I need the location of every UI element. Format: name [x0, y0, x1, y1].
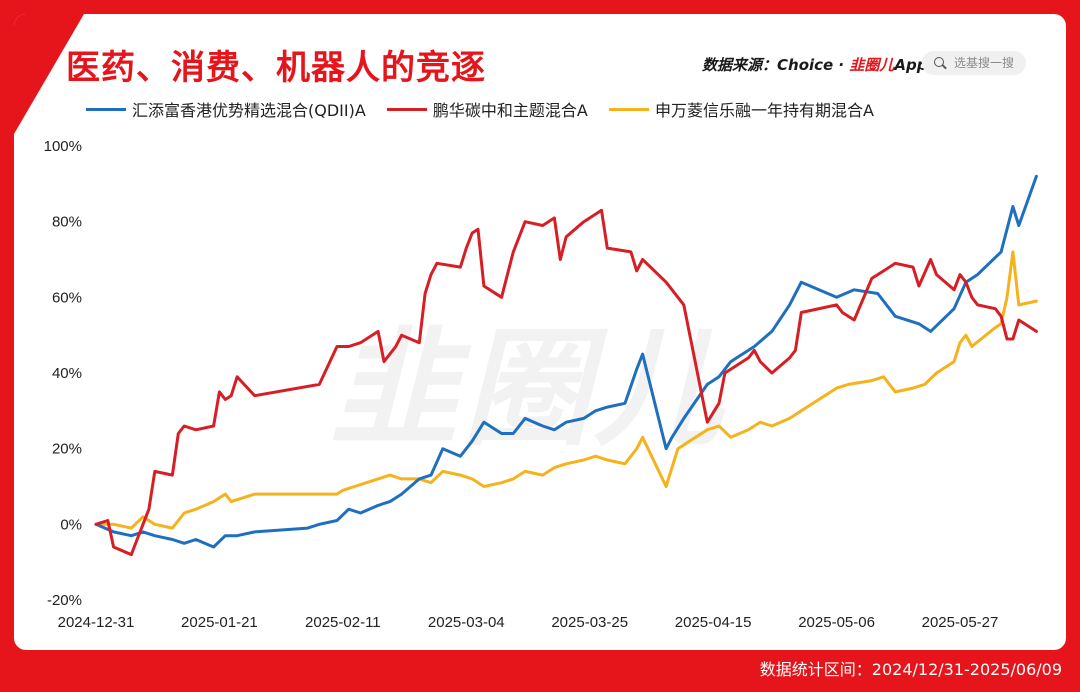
- page-title: 医药、消费、机器人的竞逐: [66, 48, 486, 88]
- x-tick-label: 2025-03-04: [428, 614, 505, 631]
- y-tick-label: -20%: [47, 592, 82, 609]
- y-tick-label: 20%: [52, 441, 82, 458]
- legend-item-yellow: 申万菱信乐融一年持有期混合A: [608, 97, 874, 121]
- search-placeholder: 选基搜一搜: [954, 56, 1015, 70]
- search-icon: [934, 57, 944, 67]
- x-tick-label: 2025-05-27: [922, 614, 999, 631]
- x-tick-label: 2025-01-21: [181, 614, 258, 631]
- search-box[interactable]: 选基搜一搜: [922, 51, 1026, 75]
- source-prefix: 数据来源：Choice ·: [702, 56, 850, 74]
- legend-item-blue: 汇添富香港优势精选混合(QDII)A: [86, 97, 366, 121]
- series-line-0: [94, 174, 1038, 549]
- legend-label-red: 鹏华碳中和主题混合A: [432, 101, 588, 120]
- legend-item-red: 鹏华碳中和主题混合A: [386, 97, 588, 121]
- legend-label-yellow: 申万菱信乐融一年持有期混合A: [654, 101, 874, 120]
- x-tick-label: 2025-04-15: [675, 614, 752, 631]
- y-tick-label: 100%: [44, 138, 82, 155]
- x-tick-label: 2025-02-11: [305, 614, 381, 631]
- legend-swatch-blue: [86, 108, 126, 111]
- source-brand: 韭圈儿: [849, 56, 895, 74]
- watermark-logo: 韭圈儿: [330, 315, 727, 464]
- x-tick-label: 2025-03-25: [551, 614, 628, 631]
- legend-swatch-red: [386, 108, 427, 111]
- series-line-2: [94, 250, 1038, 530]
- y-tick-label: 40%: [52, 365, 82, 382]
- chart-card: [14, 14, 1066, 650]
- x-tick-label: 2025-05-06: [798, 614, 875, 631]
- y-tick-label: 80%: [52, 214, 82, 231]
- y-tick-label: 0%: [60, 516, 82, 533]
- data-source: 数据来源：Choice · 韭圈儿App: [702, 54, 927, 75]
- date-range-footer: 数据统计区间：2024/12/31-2025/06/09: [759, 660, 1062, 679]
- x-tick-label: 2024-12-31: [58, 614, 135, 631]
- legend-swatch-yellow: [608, 108, 649, 111]
- corner-decoration: [14, 14, 84, 134]
- source-suffix: App: [894, 56, 928, 74]
- chart-legend: 汇添富香港优势精选混合(QDII)A 鹏华碳中和主题混合A 申万菱信乐融一年持有…: [86, 97, 890, 121]
- legend-label-blue: 汇添富香港优势精选混合(QDII)A: [132, 101, 366, 120]
- y-tick-label: 60%: [52, 289, 82, 306]
- series-line-1: [94, 208, 1038, 557]
